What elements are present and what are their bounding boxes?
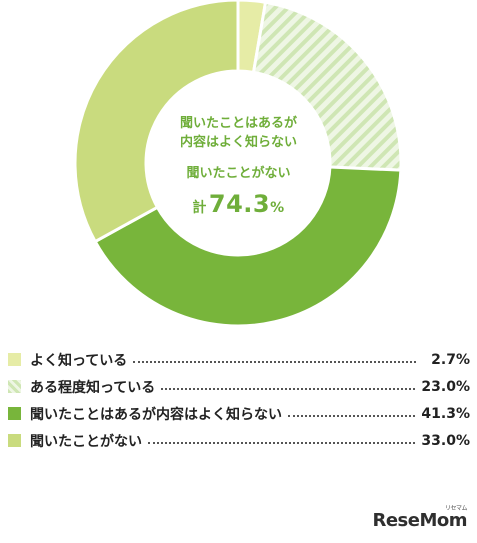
legend-row: 聞いたことはあるが内容はよく知らない 41.3% [8, 400, 470, 427]
legend-leader [148, 441, 416, 444]
legend-label: 聞いたことはあるが内容はよく知らない [30, 406, 282, 423]
donut-slice [93, 165, 403, 328]
donut-slice [73, 0, 240, 244]
legend-swatch [8, 434, 21, 447]
legend-label: よく知っている [30, 352, 128, 369]
center-label-line2: 内容はよく知らない [179, 135, 297, 150]
legend-leader [288, 414, 416, 417]
logo-small-text: リセマム [444, 505, 468, 512]
legend-swatch [8, 353, 21, 366]
resemom-logo: ReseMom リセマム [372, 505, 467, 531]
legend-value: 41.3% [421, 405, 470, 422]
legend-row: 聞いたことがない 33.0% [8, 427, 470, 454]
center-label-line1: 聞いたことはあるが [179, 116, 297, 131]
total-prefix: 計 [192, 200, 207, 216]
legend-label: 聞いたことがない [30, 433, 142, 450]
legend-swatch [8, 407, 21, 420]
legend-leader [161, 387, 416, 390]
legend-value: 23.0% [421, 378, 470, 395]
legend-value: 2.7% [431, 351, 470, 368]
donut-chart [73, 0, 403, 328]
legend: よく知っている 2.7% ある程度知っている 23.0% 聞いたことはあるが内容… [8, 346, 470, 454]
legend-leader [133, 360, 416, 363]
total-unit: % [270, 200, 285, 216]
legend-row: ある程度知っている 23.0% [8, 373, 470, 400]
legend-value: 33.0% [421, 432, 470, 449]
legend-label: ある程度知っている [30, 379, 156, 396]
legend-row: よく知っている 2.7% [8, 346, 470, 373]
legend-swatch [8, 380, 21, 393]
center-total: 計74.3% [0, 190, 477, 218]
donut-slice [251, 0, 403, 172]
center-label-line3: 聞いたことがない [186, 166, 291, 181]
total-value: 74.3 [208, 190, 271, 218]
logo-text: ReseMom [372, 510, 467, 531]
